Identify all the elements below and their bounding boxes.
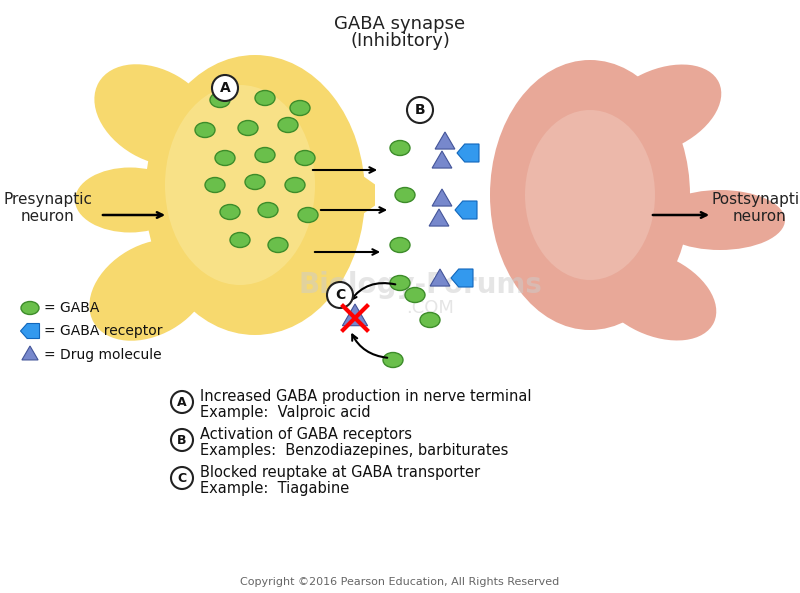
Circle shape bbox=[212, 75, 238, 101]
Ellipse shape bbox=[210, 93, 230, 107]
Ellipse shape bbox=[278, 117, 298, 132]
Ellipse shape bbox=[390, 238, 410, 253]
Ellipse shape bbox=[230, 232, 250, 247]
Ellipse shape bbox=[298, 208, 318, 222]
Circle shape bbox=[171, 429, 193, 451]
Circle shape bbox=[327, 282, 353, 308]
Ellipse shape bbox=[145, 55, 365, 335]
Text: = GABA: = GABA bbox=[44, 301, 99, 315]
Text: Postsynaptic
neuron: Postsynaptic neuron bbox=[712, 192, 800, 224]
Polygon shape bbox=[455, 201, 477, 219]
Ellipse shape bbox=[405, 288, 425, 302]
Polygon shape bbox=[432, 151, 452, 168]
Ellipse shape bbox=[255, 148, 275, 162]
Ellipse shape bbox=[21, 301, 39, 314]
Text: Example:  Valproic acid: Example: Valproic acid bbox=[200, 404, 370, 419]
Ellipse shape bbox=[165, 85, 315, 285]
Text: Examples:  Benzodiazepines, barbiturates: Examples: Benzodiazepines, barbiturates bbox=[200, 442, 508, 458]
Text: A: A bbox=[177, 396, 187, 409]
Ellipse shape bbox=[655, 190, 785, 250]
Ellipse shape bbox=[390, 141, 410, 155]
Polygon shape bbox=[451, 269, 473, 287]
Ellipse shape bbox=[215, 151, 235, 165]
Polygon shape bbox=[457, 144, 479, 162]
Ellipse shape bbox=[255, 91, 275, 106]
Ellipse shape bbox=[238, 120, 258, 135]
Ellipse shape bbox=[525, 110, 655, 280]
Ellipse shape bbox=[205, 177, 225, 193]
Ellipse shape bbox=[383, 352, 403, 368]
Text: Example:  Tiagabine: Example: Tiagabine bbox=[200, 480, 350, 496]
Polygon shape bbox=[435, 132, 455, 149]
Ellipse shape bbox=[268, 238, 288, 253]
Text: Increased GABA production in nerve terminal: Increased GABA production in nerve termi… bbox=[200, 388, 531, 403]
Text: B: B bbox=[414, 103, 426, 117]
Circle shape bbox=[171, 467, 193, 489]
Text: = Drug molecule: = Drug molecule bbox=[44, 348, 162, 362]
Text: B: B bbox=[178, 433, 186, 447]
Text: Blocked reuptake at GABA transporter: Blocked reuptake at GABA transporter bbox=[200, 464, 480, 480]
Ellipse shape bbox=[390, 276, 410, 291]
Ellipse shape bbox=[295, 151, 315, 165]
Polygon shape bbox=[22, 346, 38, 360]
Ellipse shape bbox=[258, 202, 278, 218]
Text: Presynaptic
neuron: Presynaptic neuron bbox=[3, 192, 93, 224]
Text: = GABA receptor: = GABA receptor bbox=[44, 324, 162, 338]
Ellipse shape bbox=[420, 313, 440, 327]
Polygon shape bbox=[21, 324, 39, 339]
Polygon shape bbox=[429, 209, 449, 226]
Ellipse shape bbox=[94, 64, 216, 166]
Ellipse shape bbox=[395, 187, 415, 202]
Polygon shape bbox=[432, 189, 452, 206]
Ellipse shape bbox=[195, 123, 215, 138]
Ellipse shape bbox=[490, 60, 690, 330]
Ellipse shape bbox=[594, 250, 716, 340]
Text: GABA synapse: GABA synapse bbox=[334, 15, 466, 33]
Ellipse shape bbox=[598, 65, 722, 155]
Text: A: A bbox=[220, 81, 230, 95]
Ellipse shape bbox=[245, 174, 265, 190]
Ellipse shape bbox=[220, 205, 240, 219]
Ellipse shape bbox=[90, 239, 210, 341]
Ellipse shape bbox=[285, 177, 305, 193]
Text: (Inhibitory): (Inhibitory) bbox=[350, 32, 450, 50]
Circle shape bbox=[171, 391, 193, 413]
Text: Biology-Forums: Biology-Forums bbox=[298, 271, 542, 299]
Text: Copyright ©2016 Pearson Education, All Rights Reserved: Copyright ©2016 Pearson Education, All R… bbox=[240, 577, 560, 587]
Polygon shape bbox=[255, 100, 390, 290]
Bar bbox=[375, 60, 485, 380]
Polygon shape bbox=[342, 304, 368, 326]
Text: C: C bbox=[178, 471, 186, 484]
Text: .COM: .COM bbox=[406, 299, 454, 317]
Circle shape bbox=[407, 97, 433, 123]
Text: Activation of GABA receptors: Activation of GABA receptors bbox=[200, 426, 412, 442]
Ellipse shape bbox=[290, 100, 310, 116]
Ellipse shape bbox=[75, 167, 185, 232]
Polygon shape bbox=[430, 269, 450, 286]
Text: C: C bbox=[335, 288, 345, 302]
